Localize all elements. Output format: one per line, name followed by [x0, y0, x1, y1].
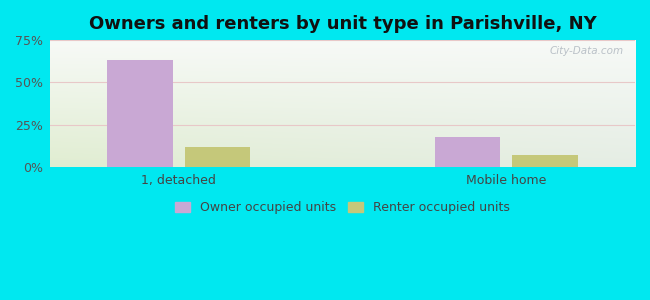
Text: City-Data.com: City-Data.com	[549, 46, 623, 56]
Legend: Owner occupied units, Renter occupied units: Owner occupied units, Renter occupied un…	[175, 201, 510, 214]
Title: Owners and renters by unit type in Parishville, NY: Owners and renters by unit type in Paris…	[88, 15, 596, 33]
Bar	[512, 155, 578, 167]
Bar	[185, 147, 250, 167]
Bar	[107, 61, 173, 167]
Bar	[435, 137, 500, 167]
